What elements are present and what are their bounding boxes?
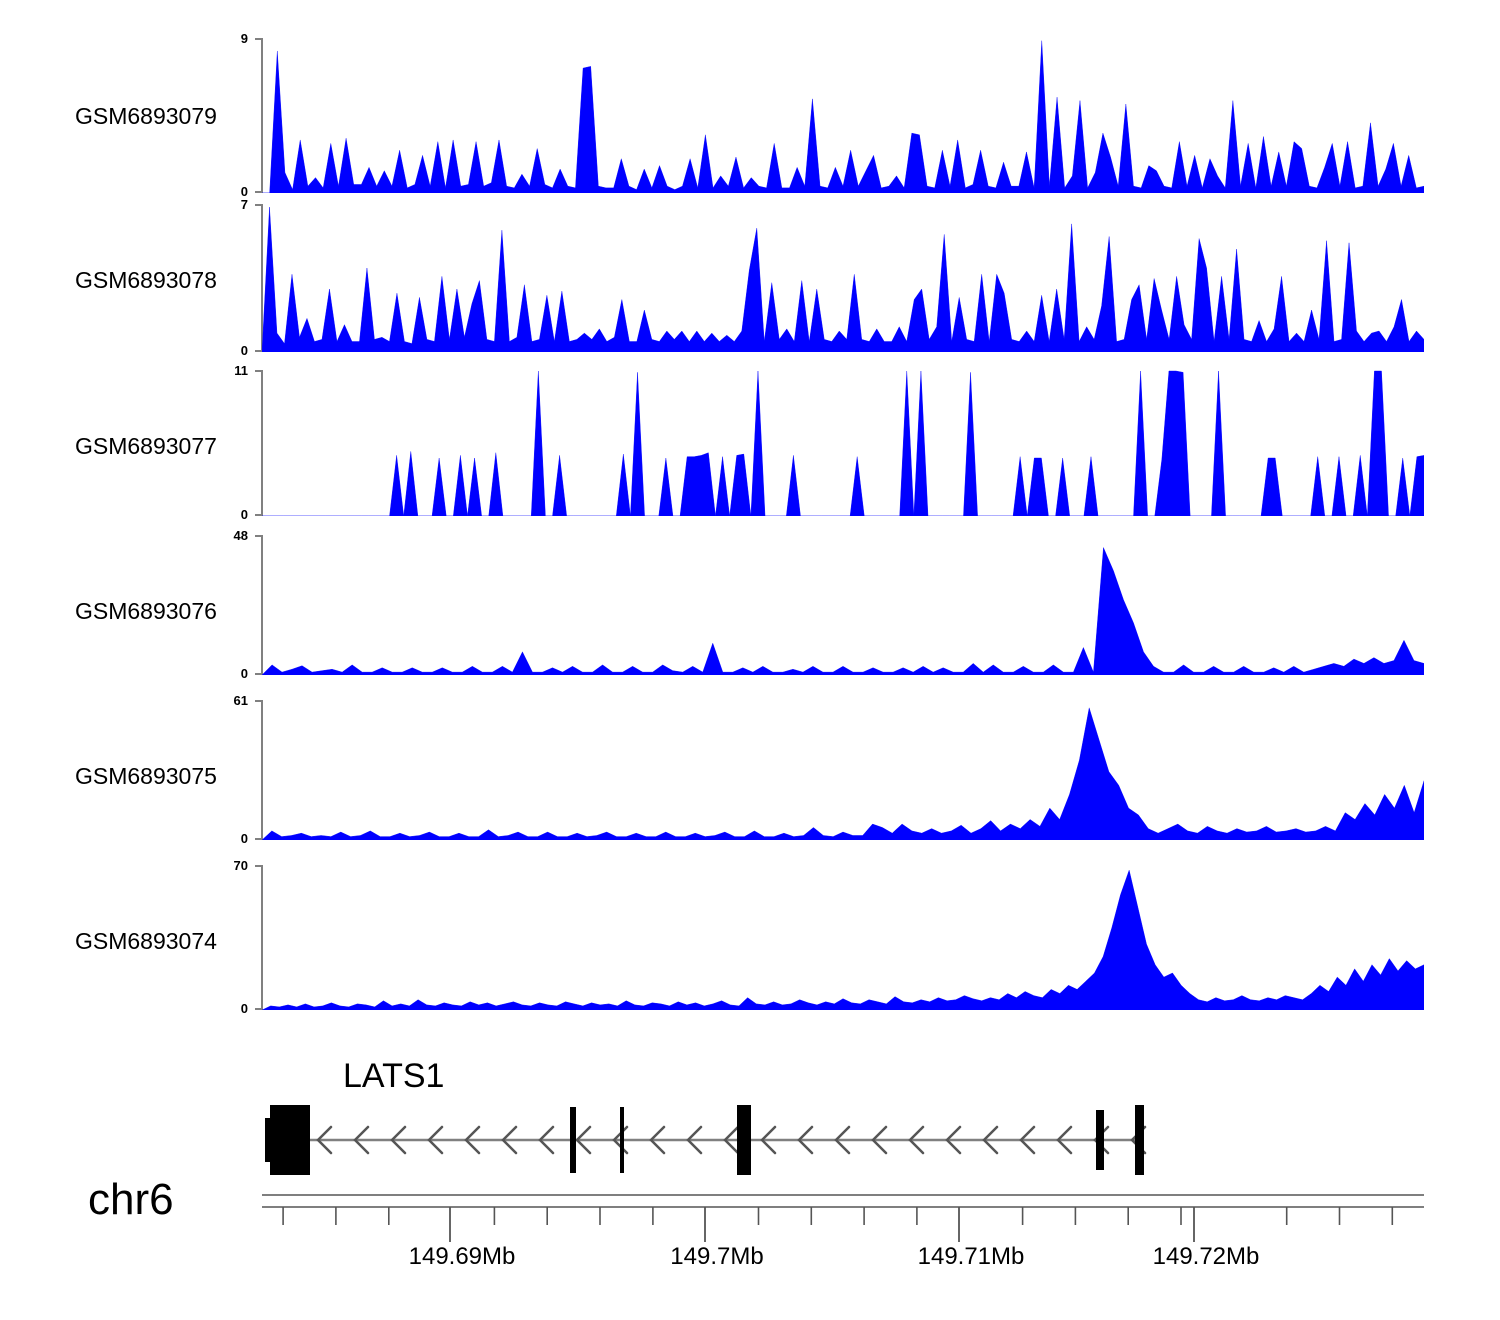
track-axis-max-label: 48 (233, 528, 248, 543)
signal-track[interactable]: GSM6893075 61 0 (0, 693, 1500, 846)
track-axis-min-label: 0 (240, 831, 248, 846)
coordinate-tick-label: 149.69Mb (408, 1243, 516, 1270)
track-plot-area[interactable] (262, 370, 1424, 516)
track-axis-max-label: 9 (240, 31, 248, 46)
track-axis-min-label: 0 (240, 666, 248, 681)
gene-model-track[interactable] (0, 1050, 1500, 1210)
track-sample-label: GSM6893078 (75, 267, 217, 293)
gene-label: LATS1 (343, 1057, 445, 1095)
coordinate-axis-svg (262, 1206, 1424, 1242)
track-axis-max-label: 7 (240, 197, 248, 212)
track-axis-max-label: 61 (233, 693, 248, 708)
track-axis-bracket (255, 535, 267, 675)
track-axis-min-label: 0 (240, 1001, 248, 1016)
gene-model-svg (262, 1105, 1424, 1196)
signal-track[interactable]: GSM6893079 9 0 (0, 31, 1500, 199)
track-sample-label: GSM6893076 (75, 598, 217, 624)
coordinate-tick-label: 149.72Mb (1152, 1243, 1260, 1270)
track-axis-bracket (255, 370, 267, 516)
signal-track[interactable]: GSM6893074 70 0 (0, 858, 1500, 1016)
track-axis-min-label: 0 (240, 507, 248, 522)
track-plot-area[interactable] (262, 535, 1424, 675)
track-axis-bracket (255, 204, 267, 352)
track-plot-area[interactable] (262, 700, 1424, 840)
chromosome-label: chr6 (88, 1175, 174, 1224)
track-axis-min-label: 0 (240, 343, 248, 358)
track-axis-max-label: 11 (234, 363, 248, 378)
track-sample-label: GSM6893077 (75, 433, 217, 459)
track-plot-area[interactable] (262, 204, 1424, 352)
coordinate-tick-label: 149.71Mb (917, 1243, 1025, 1270)
coordinate-tick-label: 149.7Mb (670, 1243, 764, 1270)
signal-track[interactable]: GSM6893078 7 0 (0, 197, 1500, 358)
track-plot-area[interactable] (262, 865, 1424, 1010)
track-axis-bracket (255, 700, 267, 840)
signal-track[interactable]: GSM6893077 11 0 (0, 363, 1500, 522)
track-plot-area[interactable] (262, 38, 1424, 193)
track-axis-bracket (255, 865, 267, 1010)
track-axis-min-label: 0 (240, 184, 248, 199)
track-axis-max-label: 70 (233, 858, 248, 873)
track-sample-label: GSM6893074 (75, 928, 217, 954)
track-sample-label: GSM6893075 (75, 763, 217, 789)
track-sample-label: GSM6893079 (75, 103, 217, 129)
coordinate-axis[interactable] (0, 1185, 1500, 1295)
signal-track[interactable]: GSM6893076 48 0 (0, 528, 1500, 681)
track-axis-bracket (255, 38, 267, 193)
